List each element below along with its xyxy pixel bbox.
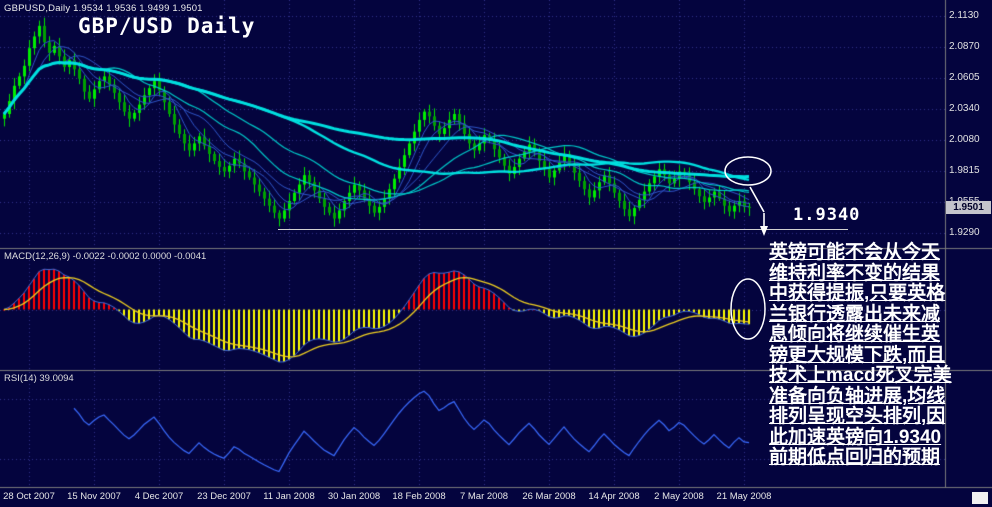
macd-indicator-label: MACD(12,26,9) -0.0022 -0.0002 0.0000 -0.… bbox=[4, 251, 207, 262]
date-label: 2 May 2008 bbox=[654, 491, 704, 502]
current-price-tag: 1.9501 bbox=[946, 200, 991, 214]
date-label: 15 Nov 2007 bbox=[67, 491, 121, 502]
window-resize-corner[interactable] bbox=[972, 492, 988, 504]
analysis-note-text[interactable]: 英镑可能不会从今天 维持利率不变的结果 中获得提振,只要英格 兰银行透露出未来减… bbox=[769, 242, 991, 469]
analysis-note-line: 镑更大规模下跌,而且 bbox=[769, 344, 946, 366]
analysis-note-line: 息倾向将继续催生英 bbox=[769, 324, 941, 345]
analysis-note-line: 前期低点回归的预期 bbox=[769, 447, 941, 468]
price-tick: 1.9290 bbox=[949, 226, 980, 238]
price-tick: 2.0080 bbox=[949, 133, 980, 145]
date-label: 14 Apr 2008 bbox=[588, 491, 640, 502]
price-tick: 2.0605 bbox=[949, 72, 980, 84]
analysis-note-line: 中获得提振,只要英格 bbox=[769, 283, 946, 304]
price-tick: 1.9815 bbox=[949, 165, 980, 176]
date-label: 26 Mar 2008 bbox=[522, 491, 576, 502]
price-tick: 2.0340 bbox=[949, 103, 980, 115]
time-axis[interactable]: 28 Oct 2007 15 Nov 2007 4 Dec 2007 23 Dec 2… bbox=[0, 488, 945, 507]
date-label: 28 Oct 2007 bbox=[3, 491, 55, 502]
symbol-quote-line: GBPUSD,Daily 1.9534 1.9536 1.9499 1.9501 bbox=[4, 3, 203, 14]
date-label: 4 Dec 2007 bbox=[134, 491, 184, 502]
analysis-note-line: 技术上macd死叉完美 bbox=[769, 365, 952, 386]
analysis-note-line: 维持利率不变的结果 bbox=[769, 262, 941, 284]
date-label: 23 Dec 2007 bbox=[197, 491, 251, 502]
support-level-label[interactable]: 1.9340 bbox=[793, 205, 861, 225]
chart-title-text: GBP/USD Daily bbox=[78, 14, 256, 38]
analysis-note-line: 准备向负轴进展,均线 bbox=[769, 385, 946, 407]
date-label: 11 Jan 2008 bbox=[263, 491, 315, 502]
price-tick: 2.0870 bbox=[949, 41, 980, 52]
date-label: 21 May 2008 bbox=[716, 491, 772, 502]
analysis-note-line: 排列呈现空头排列,因 bbox=[769, 406, 946, 427]
date-label: 7 Mar 2008 bbox=[459, 491, 509, 502]
date-label: 18 Feb 2008 bbox=[392, 491, 446, 502]
analysis-note-line: 此加速英镑向1.9340 bbox=[769, 426, 942, 448]
date-label: 30 Jan 2008 bbox=[327, 491, 381, 502]
analysis-note-line: 英镑可能不会从今天 bbox=[769, 242, 941, 263]
analysis-note-line: 兰银行透露出未来减 bbox=[769, 303, 941, 325]
rsi-indicator-label: RSI(14) 39.0094 bbox=[4, 373, 74, 384]
price-tick: 2.1130 bbox=[949, 10, 979, 22]
